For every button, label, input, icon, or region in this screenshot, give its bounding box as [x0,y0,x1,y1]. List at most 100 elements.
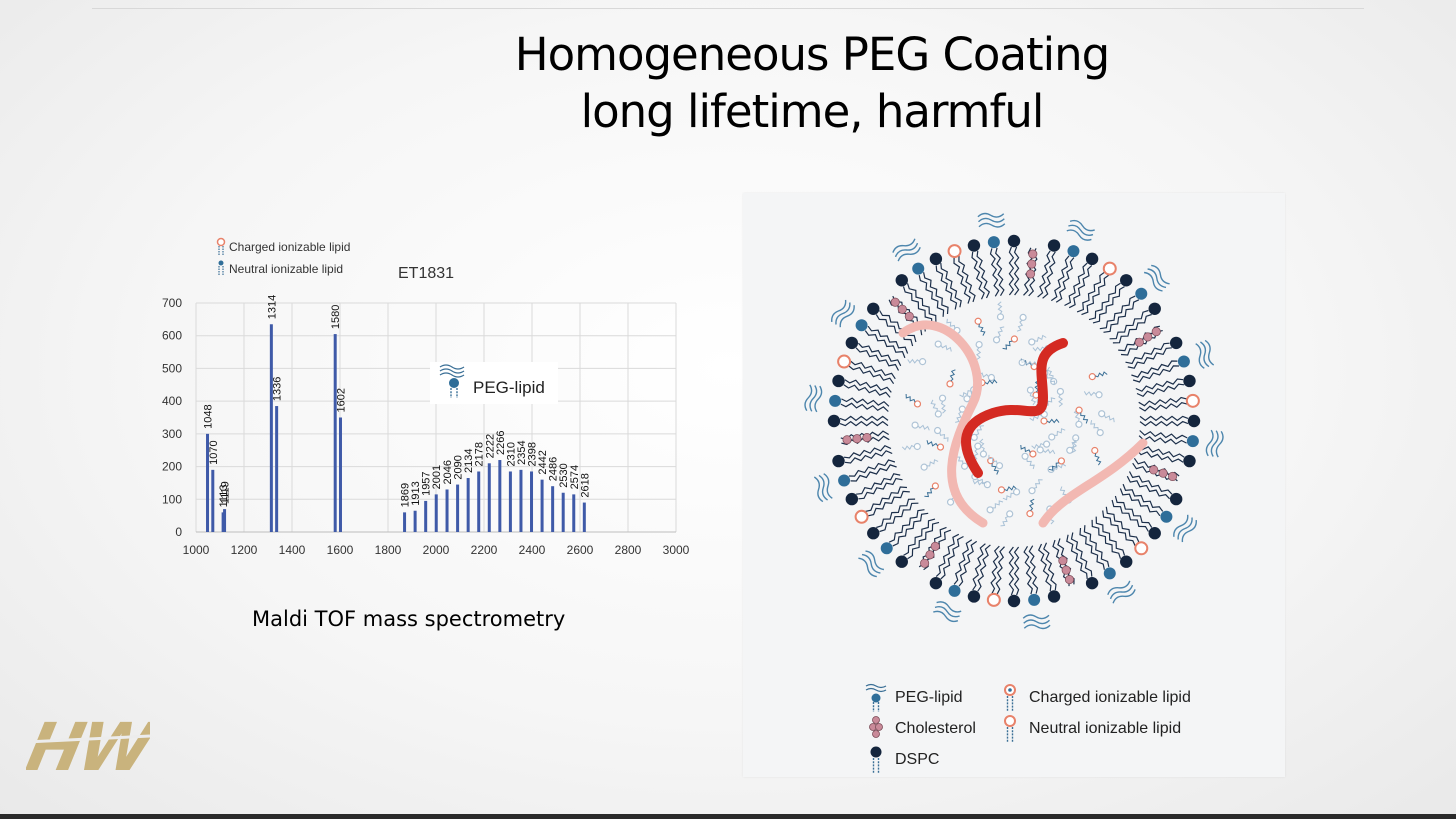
lipid-tail [995,546,1005,595]
legend-item-neutral-lipid: Neutral ionizable lipid [999,714,1181,744]
ionizable-lipid-head [854,509,869,524]
lipid-tail [856,473,901,495]
lipid-tail [907,521,940,560]
lipid-tail [1136,383,1185,398]
x-tick-label: 1400 [279,543,306,557]
bar [561,492,565,532]
data-label: 2222 [484,434,496,458]
cholesterol [1026,269,1036,279]
ionizable-lipid-tail [1054,428,1066,436]
peg-chain [1066,219,1095,241]
dspc-head [1169,492,1183,506]
ionizable-lipid-head [1036,446,1044,454]
dspc-head [1085,252,1099,266]
peg-chain [831,299,855,328]
ionizable-lipid-head [974,317,982,325]
cholesterol [1143,332,1153,342]
ionizable-lipid-head [996,313,1005,321]
ionizable-lipid-tail [1002,492,1015,501]
dspc-head [1183,374,1196,388]
lipid-tail [844,450,893,464]
ionizable-lipid-head [1098,410,1106,418]
ionizable-lipid-head [1019,313,1027,321]
ionizable-lipid-tail [924,487,934,498]
lipid-tail [855,347,900,371]
ionizable-lipid-head [1026,386,1035,394]
lipid-tail [1139,415,1189,422]
ionizable-lipid-head [918,358,927,366]
data-label: 1048 [203,404,215,428]
lipid-tail [906,283,937,323]
ionizable-lipid-head [983,481,991,489]
lipid-tail [875,314,914,347]
ionizable-lipid-head [1048,433,1056,441]
x-tick-label: 2400 [519,543,546,557]
ionizable-lipid-head [960,462,969,470]
data-label: 2046 [442,460,454,484]
ionizable-lipid-tail [1090,420,1099,431]
dspc-head [845,336,859,350]
lipid-tail [903,518,936,556]
dspc-head [1120,555,1133,568]
ionizable-lipid-head [913,442,921,451]
ionizable-lipid-head [920,463,928,471]
cholesterol [862,433,872,443]
ionizable-lipid-head [974,442,982,450]
ionizable-lipid-head [975,340,983,349]
dspc-head [832,374,845,388]
lipid-tail [867,490,910,517]
dspc-icon [870,746,882,773]
ionizable-lipid-tail [926,459,939,467]
legend-charged-icon [216,237,226,255]
cholesterol [897,304,907,314]
lipid-tail [844,379,892,393]
ionizable-lipid-tail [946,318,956,329]
lipid-tail [958,540,978,587]
lipid-tail [976,250,991,299]
ionizable-lipid-head [931,482,939,490]
ionizable-lipid-tail [979,438,985,452]
data-label: 1314 [266,295,278,319]
x-tick-label: 1600 [327,543,354,557]
ionizable-lipid-tail [1016,319,1024,332]
lipid-tail [958,255,976,303]
peg-chain [1205,429,1224,458]
ionizable-lipid-head [1075,406,1083,414]
ionizable-lipid-head [1095,391,1103,399]
x-tick-label: 1800 [375,543,402,557]
lipid-tail [1083,525,1110,568]
ionizable-lipid-tail [1028,498,1035,512]
legend-item-dspc: DSPC [865,745,939,775]
data-label: 1602 [335,388,347,412]
ionizable-lipid-tail [1103,414,1115,423]
dspc-head [1047,590,1061,603]
lipid-tail [892,512,929,547]
mrna-strands [898,320,1148,528]
ionizable-lipid-head [997,486,1006,494]
x-tick-label: 3000 [663,543,690,557]
x-tick-label: 2200 [471,543,498,557]
legend-label-charged-lipid: Charged ionizable lipid [1029,689,1191,706]
cholesterol [1064,575,1075,585]
ionizable-lipid-tail [984,379,998,385]
x-tick-label: 2000 [423,543,450,557]
lipid-tail [839,415,889,422]
legend-label-cholesterol: Cholesterol [895,720,976,737]
bar [403,512,407,532]
lipid-tail [1102,510,1136,547]
peg-chain [858,550,885,578]
slide-title: Homogeneous PEG Coating long lifetime, h… [462,26,1162,140]
ionizable-lipid-tail [978,323,986,336]
lipid-tail [1122,483,1164,512]
ionizable-lipid-head [1040,417,1048,425]
data-label: 2310 [505,442,517,466]
bar [519,469,523,532]
ionizable-lipid-head [1057,457,1066,465]
bar [498,460,502,532]
ionizable-lipid-head [933,426,942,435]
ionizable-lipid-head [1026,510,1034,518]
lipid-tail [990,545,1000,594]
ionizable-lipid-tail [991,463,1000,475]
legend-label-neutral-lipid: Neutral ionizable lipid [1029,720,1182,737]
ionizable-lipid-tail [907,358,920,364]
